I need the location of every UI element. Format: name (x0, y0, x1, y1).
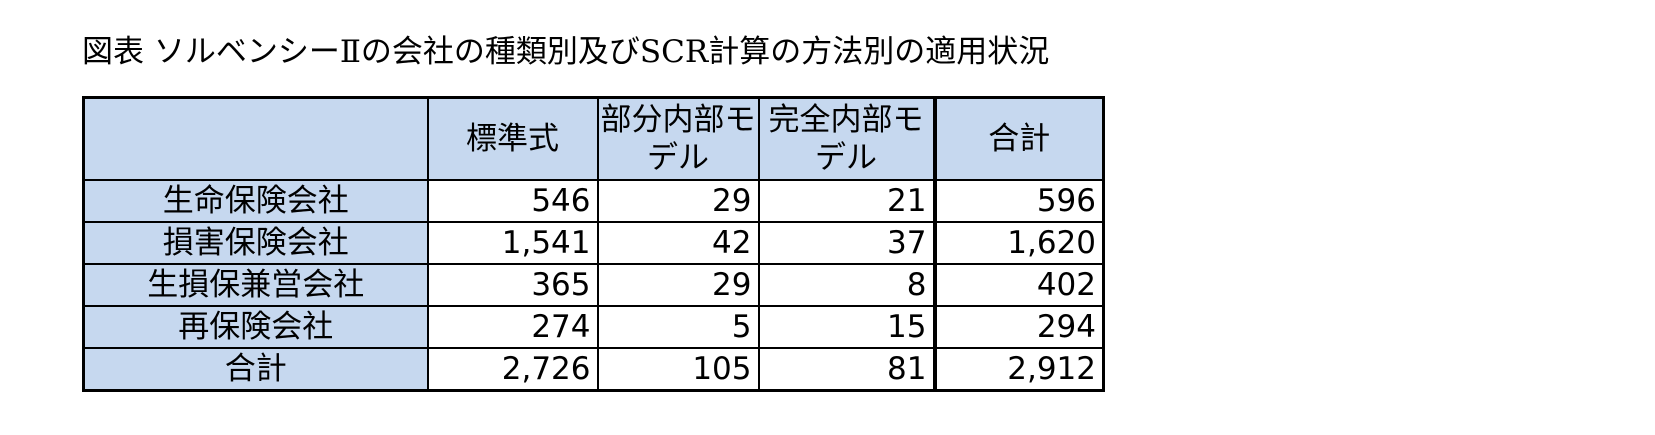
header-partial-internal-model: 部分内部モデル (596, 96, 760, 181)
row-label-non-life: 損害保険会社 (82, 221, 429, 265)
cell-value: 1,620 (932, 221, 1105, 265)
cell-value: 21 (757, 179, 936, 223)
total-value: 2,726 (426, 347, 599, 392)
header-corner-cell (82, 96, 429, 181)
row-label-life: 生命保険会社 (82, 179, 429, 223)
cell-value: 365 (426, 263, 599, 307)
table-row: 生損保兼営会社 365 29 8 402 (82, 263, 1105, 307)
cell-value: 274 (426, 305, 599, 349)
header-full-internal-model: 完全内部モデル (757, 96, 936, 181)
header-total: 合計 (932, 96, 1105, 181)
scr-method-table: 標準式 部分内部モデル 完全内部モデル 合計 生命保険会社 546 29 21 … (82, 96, 1105, 392)
header-standard-formula: 標準式 (426, 96, 599, 181)
row-label-composite: 生損保兼営会社 (82, 263, 429, 307)
cell-value: 29 (596, 179, 760, 223)
cell-value: 42 (596, 221, 760, 265)
table-total-row: 合計 2,726 105 81 2,912 (82, 347, 1105, 392)
table-row: 再保険会社 274 5 15 294 (82, 305, 1105, 349)
cell-value: 1,541 (426, 221, 599, 265)
figure-caption: 図表 ソルベンシーⅡの会社の種類別及びSCR計算の方法別の適用状況 (82, 34, 1050, 70)
row-label-total: 合計 (82, 347, 429, 392)
table-row: 損害保険会社 1,541 42 37 1,620 (82, 221, 1105, 265)
cell-value: 5 (596, 305, 760, 349)
table-row: 生命保険会社 546 29 21 596 (82, 179, 1105, 223)
cell-value: 37 (757, 221, 936, 265)
cell-value: 29 (596, 263, 760, 307)
cell-value: 15 (757, 305, 936, 349)
table-header-row: 標準式 部分内部モデル 完全内部モデル 合計 (82, 96, 1105, 181)
cell-value: 8 (757, 263, 936, 307)
cell-value: 596 (932, 179, 1105, 223)
cell-value: 546 (426, 179, 599, 223)
total-value: 81 (757, 347, 936, 392)
total-value: 105 (596, 347, 760, 392)
cell-value: 294 (932, 305, 1105, 349)
row-label-reinsurance: 再保険会社 (82, 305, 429, 349)
total-value: 2,912 (932, 347, 1105, 392)
cell-value: 402 (932, 263, 1105, 307)
